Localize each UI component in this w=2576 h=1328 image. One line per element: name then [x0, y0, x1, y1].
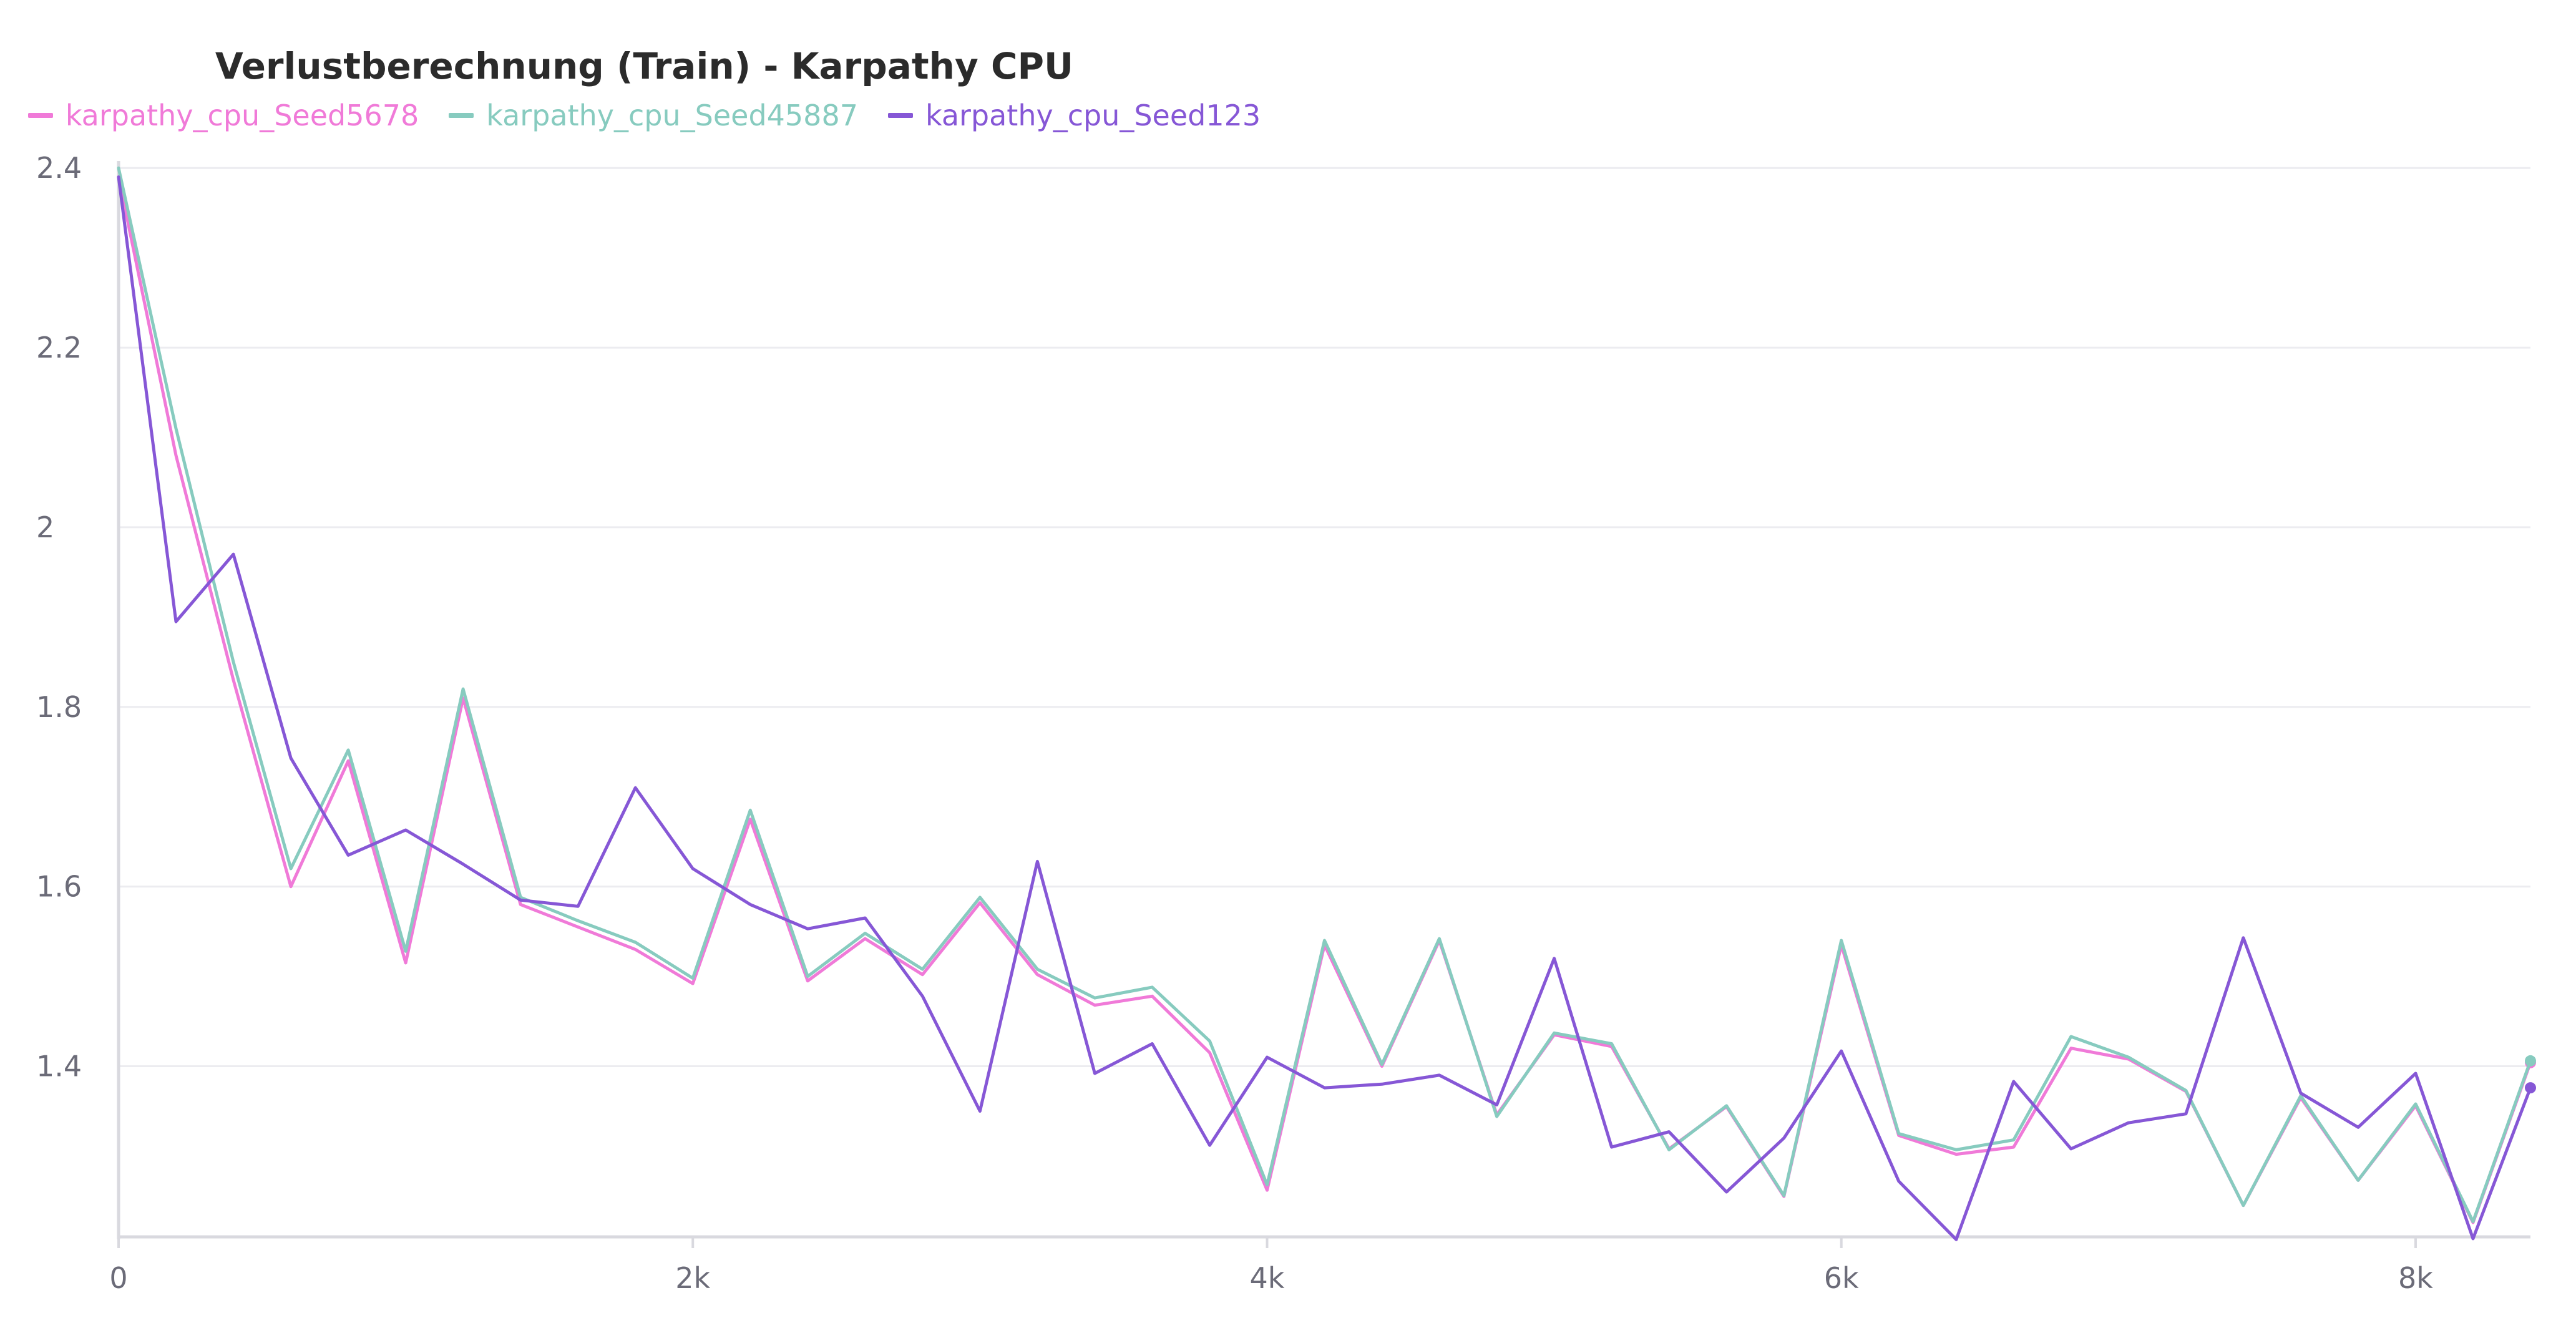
y-tick-label: 2.2 — [36, 331, 82, 364]
y-tick-label: 1.4 — [36, 1050, 82, 1083]
series-line-1 — [117, 166, 2532, 1223]
x-tick-label: 6k — [1824, 1261, 1859, 1295]
legend-label-seed45887: karpathy_cpu_Seed45887 — [486, 99, 858, 132]
x-tick-label: 0 — [109, 1261, 127, 1295]
legend-swatch-seed123 — [887, 113, 913, 118]
x-tick-label: 8k — [2398, 1261, 2433, 1295]
y-tick-label: 2.4 — [36, 151, 82, 185]
legend-label-seed5678: karpathy_cpu_Seed5678 — [65, 99, 419, 132]
y-tick-label: 2 — [36, 510, 54, 544]
legend-swatch-seed5678 — [27, 113, 53, 118]
legend-swatch-seed45887 — [449, 113, 474, 118]
legend-item-seed5678[interactable]: karpathy_cpu_Seed5678 — [27, 99, 419, 132]
legend-label-seed123: karpathy_cpu_Seed123 — [925, 99, 1261, 132]
y-tick-label: 1.8 — [36, 690, 82, 724]
x-tick-label: 4k — [1250, 1261, 1285, 1295]
series-endpoint-1 — [2525, 1055, 2536, 1067]
series-endpoint-2 — [2525, 1082, 2536, 1094]
legend-item-seed45887[interactable]: karpathy_cpu_Seed45887 — [449, 99, 858, 132]
series-line-2 — [117, 175, 2532, 1241]
y-tick-label: 1.6 — [36, 870, 82, 904]
legend-item-seed123[interactable]: karpathy_cpu_Seed123 — [887, 99, 1261, 132]
x-tick-label: 2k — [675, 1261, 710, 1295]
legend: karpathy_cpu_Seed5678 karpathy_cpu_Seed4… — [0, 99, 1289, 132]
chart-title: Verlustberechnung (Train) - Karpathy CPU — [215, 45, 1074, 87]
